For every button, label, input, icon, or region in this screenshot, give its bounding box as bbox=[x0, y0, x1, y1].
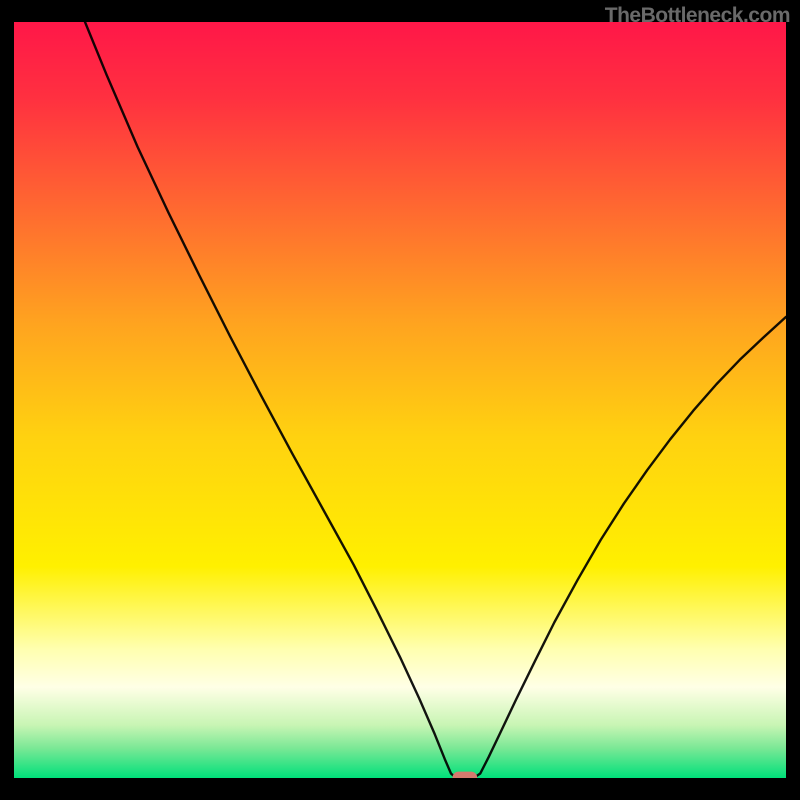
trough-marker bbox=[453, 772, 478, 778]
watermark-text: TheBottleneck.com bbox=[605, 4, 790, 28]
background-rect bbox=[14, 22, 786, 778]
chart-frame: TheBottleneck.com bbox=[0, 0, 800, 800]
plot-area bbox=[14, 22, 786, 778]
plot-svg bbox=[14, 22, 786, 778]
